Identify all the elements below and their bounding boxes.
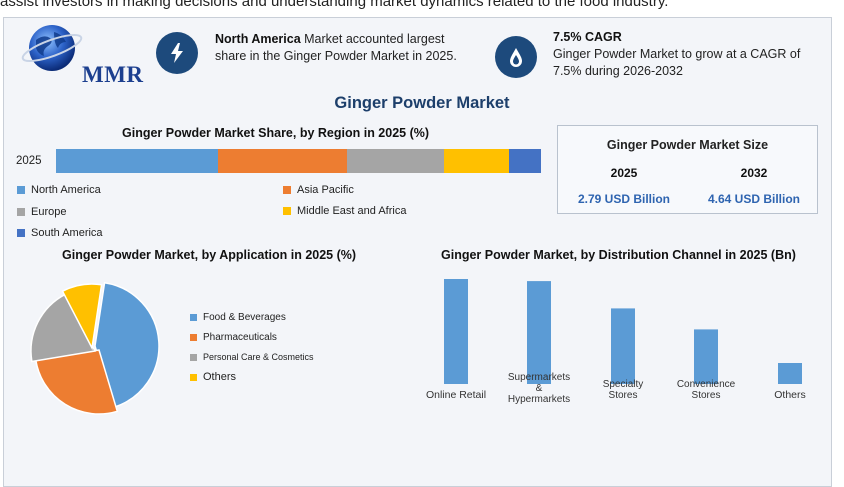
legend-swatch xyxy=(17,229,25,237)
pie-slice-1 xyxy=(34,349,119,415)
globe-icon xyxy=(21,25,83,71)
market-size-title: Ginger Powder Market Size xyxy=(606,138,769,152)
legend-label: Middle East and Africa xyxy=(297,205,407,217)
pie-legend-personal-care: Personal Care & Cosmetics xyxy=(190,352,314,362)
highlight-north-america: North America Market accounted largest s… xyxy=(215,31,457,65)
lightning-icon xyxy=(156,32,198,74)
legend-label: South America xyxy=(31,227,103,239)
legend-label: Food & Beverages xyxy=(203,312,286,323)
market-size-box: Ginger Powder Market Size 2025 2032 2.79… xyxy=(557,125,818,214)
logo-text: MMR xyxy=(82,62,144,87)
region-chart-title: Ginger Powder Market Share, by Region in… xyxy=(122,126,430,140)
application-chart-title: Ginger Powder Market, by Application in … xyxy=(62,248,357,262)
legend-label: Pharmaceuticals xyxy=(203,332,277,343)
legend-label: Others xyxy=(203,371,237,383)
distribution-bar-label-0: Online Retail xyxy=(425,389,487,401)
page-title: Ginger Powder Market xyxy=(334,94,510,112)
legend-swatch xyxy=(17,186,25,194)
highlight-line2: share in the Ginger Powder Market in 202… xyxy=(215,49,457,63)
distribution-bar-3 xyxy=(694,329,718,384)
legend-label: Europe xyxy=(31,206,67,218)
legend-label: North America xyxy=(31,184,101,196)
mmr-logo: MMR xyxy=(18,18,143,88)
region-bar-segment-2 xyxy=(346,149,444,173)
application-pie-chart xyxy=(30,281,160,415)
distribution-bar-label-2: Specialty Stores xyxy=(602,379,644,401)
intro-text: assist investors in making decisions and… xyxy=(0,0,669,10)
legend-asia-pacific: Asia Pacific xyxy=(283,184,354,196)
size-value-2032: 4.64 USD Billion xyxy=(707,192,801,206)
pie-slice-2 xyxy=(30,293,97,363)
infographic-card xyxy=(3,17,832,487)
legend-europe: Europe xyxy=(17,206,66,218)
highlight-bold: North America xyxy=(215,32,301,46)
pie-slice-3 xyxy=(61,283,103,351)
legend-north-america: North America xyxy=(17,184,101,196)
legend-swatch xyxy=(190,314,197,321)
distribution-bar-label-4: Others xyxy=(774,389,806,401)
legend-swatch xyxy=(190,334,197,341)
distribution-bar-label-3: Convenience Stores xyxy=(676,379,736,401)
distribution-bar-4 xyxy=(778,363,802,384)
region-bar-segment-4 xyxy=(509,149,541,173)
region-stacked-bar xyxy=(56,149,541,173)
region-bar-segment-0 xyxy=(56,149,219,173)
highlight-line3: 7.5% during 2026-2032 xyxy=(553,64,683,78)
size-year-2025: 2025 xyxy=(610,166,638,180)
legend-label: Personal Care & Cosmetics xyxy=(203,352,314,362)
pie-legend-food: Food & Beverages xyxy=(190,312,286,323)
highlight-bold: 7.5% CAGR xyxy=(553,30,622,44)
distribution-bar-0 xyxy=(444,279,468,384)
legend-swatch xyxy=(190,353,197,361)
distribution-bar-chart xyxy=(444,279,802,384)
highlight-line2: Ginger Powder Market to grow at a CAGR o… xyxy=(553,47,801,61)
distribution-bar-2 xyxy=(611,308,635,384)
legend-mea: Middle East and Africa xyxy=(283,205,406,217)
pie-legend-others: Others xyxy=(190,371,236,383)
size-value-2025: 2.79 USD Billion xyxy=(577,192,671,206)
legend-swatch xyxy=(283,186,291,194)
region-bar-segment-1 xyxy=(218,149,347,173)
highlight-cagr: 7.5% CAGR Ginger Powder Market to grow a… xyxy=(553,29,800,80)
legend-label: Asia Pacific xyxy=(297,184,354,196)
pie-legend-pharma: Pharmaceuticals xyxy=(190,332,277,343)
pie-slice-0 xyxy=(94,281,160,409)
distribution-bar-1 xyxy=(527,281,551,384)
highlight-rest: Market accounted largest xyxy=(300,32,445,46)
region-year-label: 2025 xyxy=(16,155,42,167)
distribution-bar-label-1: Supermarkets & Hypermarkets xyxy=(507,372,571,405)
legend-swatch xyxy=(17,208,25,216)
size-year-2032: 2032 xyxy=(740,166,768,180)
distribution-chart-title: Ginger Powder Market, by Distribution Ch… xyxy=(441,248,796,262)
drop-icon xyxy=(495,36,537,78)
legend-swatch xyxy=(190,373,197,381)
region-bar-segment-3 xyxy=(443,149,510,173)
legend-south-america: South America xyxy=(17,227,103,239)
legend-swatch xyxy=(283,207,291,215)
